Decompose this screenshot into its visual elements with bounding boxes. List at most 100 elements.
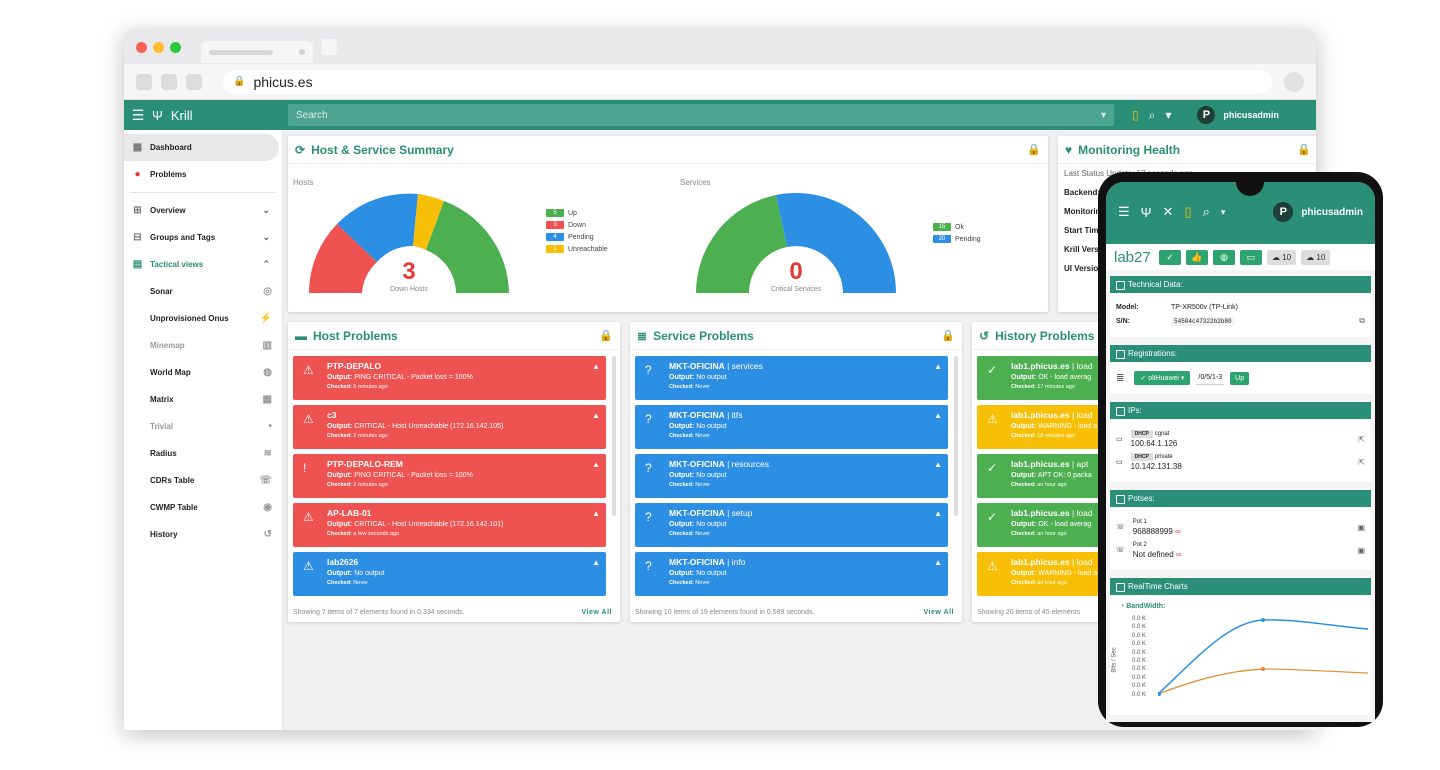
expand-icon[interactable]: ▲ <box>934 460 942 469</box>
sidebar-item-minemap[interactable]: Minemap ▥ <box>150 340 272 351</box>
menu-icon[interactable]: ☰ <box>1118 204 1130 219</box>
y-tick-label: 0.0 K <box>1132 674 1147 681</box>
bookmark-icon[interactable]: ▯ <box>1184 204 1192 219</box>
sidebar-item-overview[interactable]: ⊞ Overview ⌄ <box>124 197 282 224</box>
close-icon[interactable]: ✕ <box>1162 204 1174 219</box>
problem-item[interactable]: ? MKT-OFICINA | info Output: No output Chec… <box>635 552 948 596</box>
download-count[interactable]: ☁ 10 <box>1267 249 1297 265</box>
sidebar-item-dashboard[interactable]: ▦ Dashboard <box>124 134 279 161</box>
legend-item[interactable]: 15 Ok <box>933 223 981 231</box>
status-icon: ⚠ <box>303 510 314 524</box>
expand-icon[interactable]: ▲ <box>934 509 942 518</box>
minimize-dot[interactable] <box>153 41 164 53</box>
problem-item[interactable]: ? MKT-OFICINA | resources Output: No outpu… <box>635 454 948 498</box>
address-bar[interactable]: 🔒 phicus.es <box>223 69 1272 94</box>
problem-item[interactable]: ? MKT-OFICINA | setup Output: No output Che… <box>635 503 948 547</box>
browser-tab[interactable] <box>201 41 313 63</box>
sidebar-item-cwmp[interactable]: CWMP Table ◉ <box>150 502 272 513</box>
external-link-icon[interactable]: ⇱ <box>1358 457 1365 467</box>
sidebar-item-worldmap[interactable]: World Map ◍ <box>150 367 272 378</box>
olt-select[interactable]: ✓ oltHuawei ▾ <box>1134 371 1191 385</box>
krill-logo-icon[interactable]: Ψ <box>1140 204 1152 220</box>
legend-item[interactable]: 1 Unreachable <box>546 245 608 253</box>
scrollbar[interactable] <box>954 356 958 516</box>
copy-icon[interactable]: ⧉ <box>1359 316 1365 325</box>
port-state: Up <box>1230 371 1250 385</box>
expand-icon[interactable]: ▲ <box>592 362 600 371</box>
problem-host: c3 <box>327 410 337 420</box>
sidebar-item-sonar[interactable]: Sonar ◎ <box>150 286 272 297</box>
close-dot[interactable] <box>136 41 147 53</box>
hosts-gauge <box>309 193 509 293</box>
globe-icon[interactable]: ◍ <box>1213 249 1235 265</box>
check-icon[interactable]: ✓ <box>1159 249 1181 265</box>
view-all-link[interactable]: View All <box>581 609 612 616</box>
lock-icon[interactable]: 🔒 <box>1027 144 1041 156</box>
bookmark-icon[interactable]: ▯ <box>1132 108 1139 122</box>
maximize-dot[interactable] <box>170 41 181 53</box>
problem-item[interactable]: ⚠ AP-LAB-01 Output: CRITICAL - Host Unreac… <box>293 503 606 547</box>
legend-item[interactable]: 3 Down <box>546 221 608 229</box>
user-menu[interactable]: P phicusadmin <box>1197 106 1279 124</box>
contact-card-icon[interactable]: ▣ <box>1357 545 1365 555</box>
sidebar-item-unprovisioned[interactable]: Unprovisioned Onus ⚡ <box>150 313 272 324</box>
problem-item[interactable]: ⚠ c3 Output: CRITICAL - Host Unreachable (… <box>293 405 606 449</box>
problem-item[interactable]: ? MKT-OFICINA | services Output: No output… <box>635 356 948 400</box>
new-tab-button[interactable] <box>321 39 337 55</box>
legend-item[interactable]: 5 Up <box>546 209 608 217</box>
upload-count[interactable]: ☁ 10 <box>1301 249 1331 265</box>
tv-icon[interactable]: ▭ <box>1240 249 1262 265</box>
back-button[interactable] <box>136 73 152 90</box>
service-problems-title: Service Problems <box>653 328 754 343</box>
expand-icon[interactable]: ▲ <box>934 411 942 420</box>
problem-service: | load <box>1069 557 1093 567</box>
lock-icon[interactable]: 🔒 <box>599 330 613 342</box>
problem-checked: Never <box>695 531 710 537</box>
sidebar-item-history[interactable]: History ↺ <box>150 529 272 540</box>
sidebar-item-radius[interactable]: Radius ≋ <box>150 448 272 459</box>
chevron-down-icon[interactable]: ▾ <box>1220 206 1226 217</box>
expand-icon[interactable]: ▲ <box>592 460 600 469</box>
chevron-down-icon[interactable]: ▾ <box>1165 108 1172 122</box>
problem-item[interactable]: ⚠ lab2626 Output: No output Checked: Never ▲ <box>293 552 606 596</box>
search-input[interactable]: Search ▾ <box>288 104 1114 126</box>
sidebar-item-groups[interactable]: ⊟ Groups and Tags ⌄ <box>124 224 282 251</box>
sidebar-item-trivial[interactable]: Trivial • <box>150 421 272 432</box>
problem-item[interactable]: ! PTP-DEPALO-REM Output: PING CRITICAL - P… <box>293 454 606 498</box>
problem-item[interactable]: ? MKT-OFICINA | itfs Output: No output Chec… <box>635 405 948 449</box>
sidebar-item-matrix[interactable]: Matrix ▦ <box>150 394 272 405</box>
sidebar-item-cdrs[interactable]: CDRs Table ☏ <box>150 475 272 486</box>
problem-item[interactable]: ⚠ PTP-DEPALO Output: PING CRITICAL - Packe… <box>293 356 606 400</box>
profile-icon[interactable] <box>1284 71 1304 92</box>
menu-icon[interactable]: ☰ <box>131 106 145 123</box>
expand-icon[interactable]: ▲ <box>592 558 600 567</box>
expand-icon[interactable]: ▲ <box>934 362 942 371</box>
search-icon[interactable]: ⌕ <box>1148 107 1156 122</box>
forward-button[interactable] <box>161 73 177 90</box>
external-link-icon[interactable]: ⇱ <box>1358 434 1365 444</box>
search-icon[interactable]: ⌕ <box>1202 204 1210 219</box>
legend-item[interactable]: 4 Pending <box>546 233 608 241</box>
address-row: 🔒 phicus.es <box>124 64 1316 100</box>
reload-button[interactable] <box>186 73 202 90</box>
chevron-down-icon[interactable]: ▾ <box>1100 109 1106 121</box>
heatmap-icon: ▥ <box>262 340 272 351</box>
y-tick-label: 0.0 K <box>1132 666 1147 673</box>
lock-icon[interactable]: 🔒 <box>941 330 955 342</box>
status-icon: ? <box>645 412 652 426</box>
expand-icon[interactable]: ▲ <box>592 509 600 518</box>
contact-card-icon[interactable]: ▣ <box>1357 522 1365 532</box>
legend-item[interactable]: 20 Pending <box>933 235 981 243</box>
lock-icon[interactable]: 🔒 <box>1297 144 1311 156</box>
sidebar-item-tactical[interactable]: ▤ Tactical views ⌃ <box>132 259 270 270</box>
scrollbar[interactable] <box>612 356 616 516</box>
problem-host: PTP-DEPALO <box>327 361 382 371</box>
brand[interactable]: Ψ Krill <box>152 107 193 123</box>
thumbs-up-icon[interactable]: 👍 <box>1186 249 1208 265</box>
expand-icon[interactable]: ▲ <box>934 558 942 567</box>
view-all-link[interactable]: View All <box>923 609 954 616</box>
expand-icon[interactable]: ▲ <box>592 411 600 420</box>
sidebar-item-problems[interactable]: ● Problems <box>124 161 282 188</box>
problem-output: PING CRITICAL - Packet loss = 100% <box>354 472 473 479</box>
